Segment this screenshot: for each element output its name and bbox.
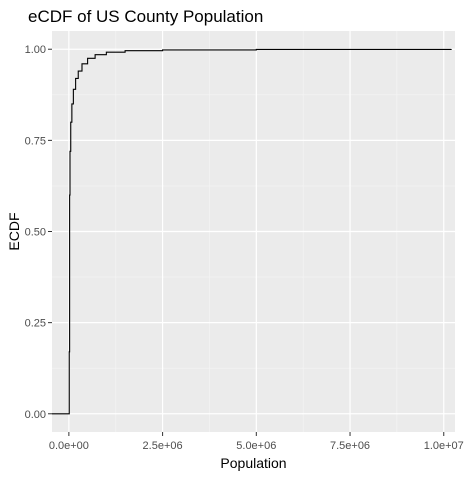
y-axis-ticks: 0.00 0.25 0.50 0.75 1.00 <box>25 44 52 421</box>
y-axis-title: ECDF <box>6 212 22 250</box>
y-tick-label: 0.75 <box>25 135 46 147</box>
ecdf-step-line <box>52 48 452 415</box>
major-gridlines <box>52 31 455 432</box>
chart-title: eCDF of US County Population <box>28 7 263 26</box>
x-tick-label: 1.0e+07 <box>424 440 464 452</box>
x-tick-label: 5.0e+06 <box>236 440 276 452</box>
y-tick-label: 0.00 <box>25 409 46 421</box>
x-axis-ticks: 0.0e+00 2.5e+06 5.0e+06 7.5e+06 1.0e+07 <box>49 432 464 452</box>
series-layer <box>52 48 452 415</box>
x-tick-label: 2.5e+06 <box>143 440 183 452</box>
x-tick-label: 7.5e+06 <box>330 440 370 452</box>
y-tick-label: 1.00 <box>25 44 46 56</box>
y-tick-label: 0.25 <box>25 318 46 330</box>
y-tick-label: 0.50 <box>25 227 46 239</box>
x-tick-label: 0.0e+00 <box>49 440 89 452</box>
x-axis-title: Population <box>220 455 286 471</box>
